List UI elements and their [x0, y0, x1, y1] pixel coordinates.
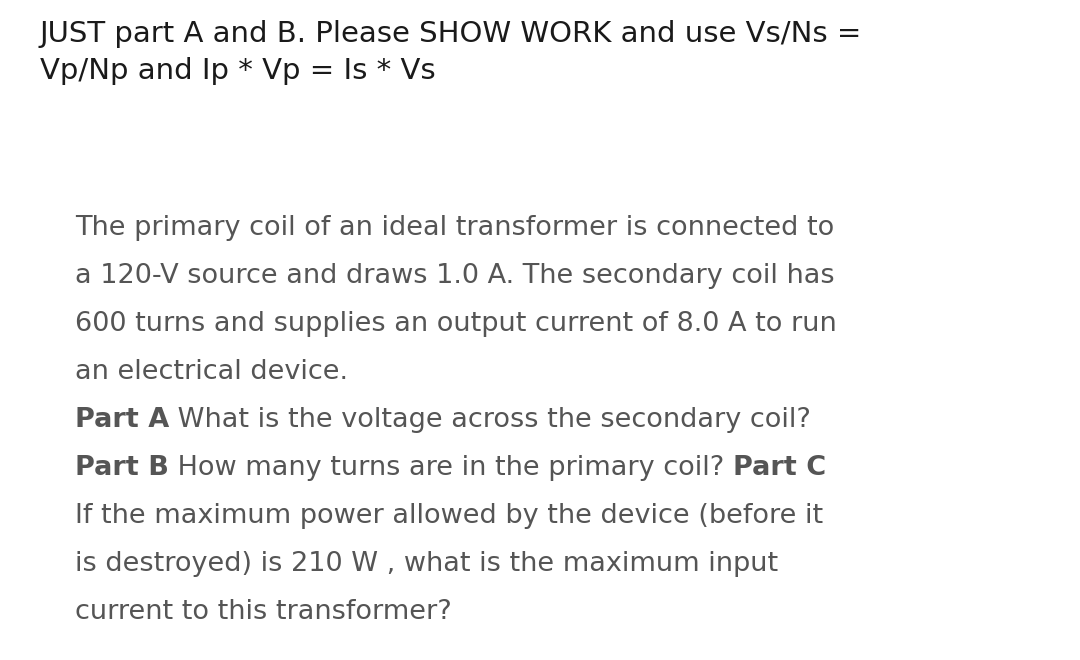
- Text: How many turns are in the primary coil?: How many turns are in the primary coil?: [168, 455, 732, 481]
- Text: a 120-V source and draws 1.0 A. The secondary coil has: a 120-V source and draws 1.0 A. The seco…: [75, 263, 835, 289]
- Text: What is the voltage across the secondary coil?: What is the voltage across the secondary…: [170, 407, 811, 433]
- Text: 600 turns and supplies an output current of 8.0 A to run: 600 turns and supplies an output current…: [75, 311, 837, 337]
- Text: an electrical device.: an electrical device.: [75, 359, 348, 385]
- Text: is destroyed) is 210 W , what is the maximum input: is destroyed) is 210 W , what is the max…: [75, 551, 778, 577]
- Text: If the maximum power allowed by the device (before it: If the maximum power allowed by the devi…: [75, 503, 823, 529]
- Text: JUST part A and B. Please SHOW WORK and use Vs/Ns =
Vp/Np and Ip * Vp = Is * Vs: JUST part A and B. Please SHOW WORK and …: [40, 20, 862, 84]
- Text: current to this transformer?: current to this transformer?: [75, 599, 451, 625]
- Text: Part B: Part B: [75, 455, 168, 481]
- Text: The primary coil of an ideal transformer is connected to: The primary coil of an ideal transformer…: [75, 215, 834, 241]
- Text: Part A: Part A: [75, 407, 170, 433]
- Text: Part C: Part C: [732, 455, 826, 481]
